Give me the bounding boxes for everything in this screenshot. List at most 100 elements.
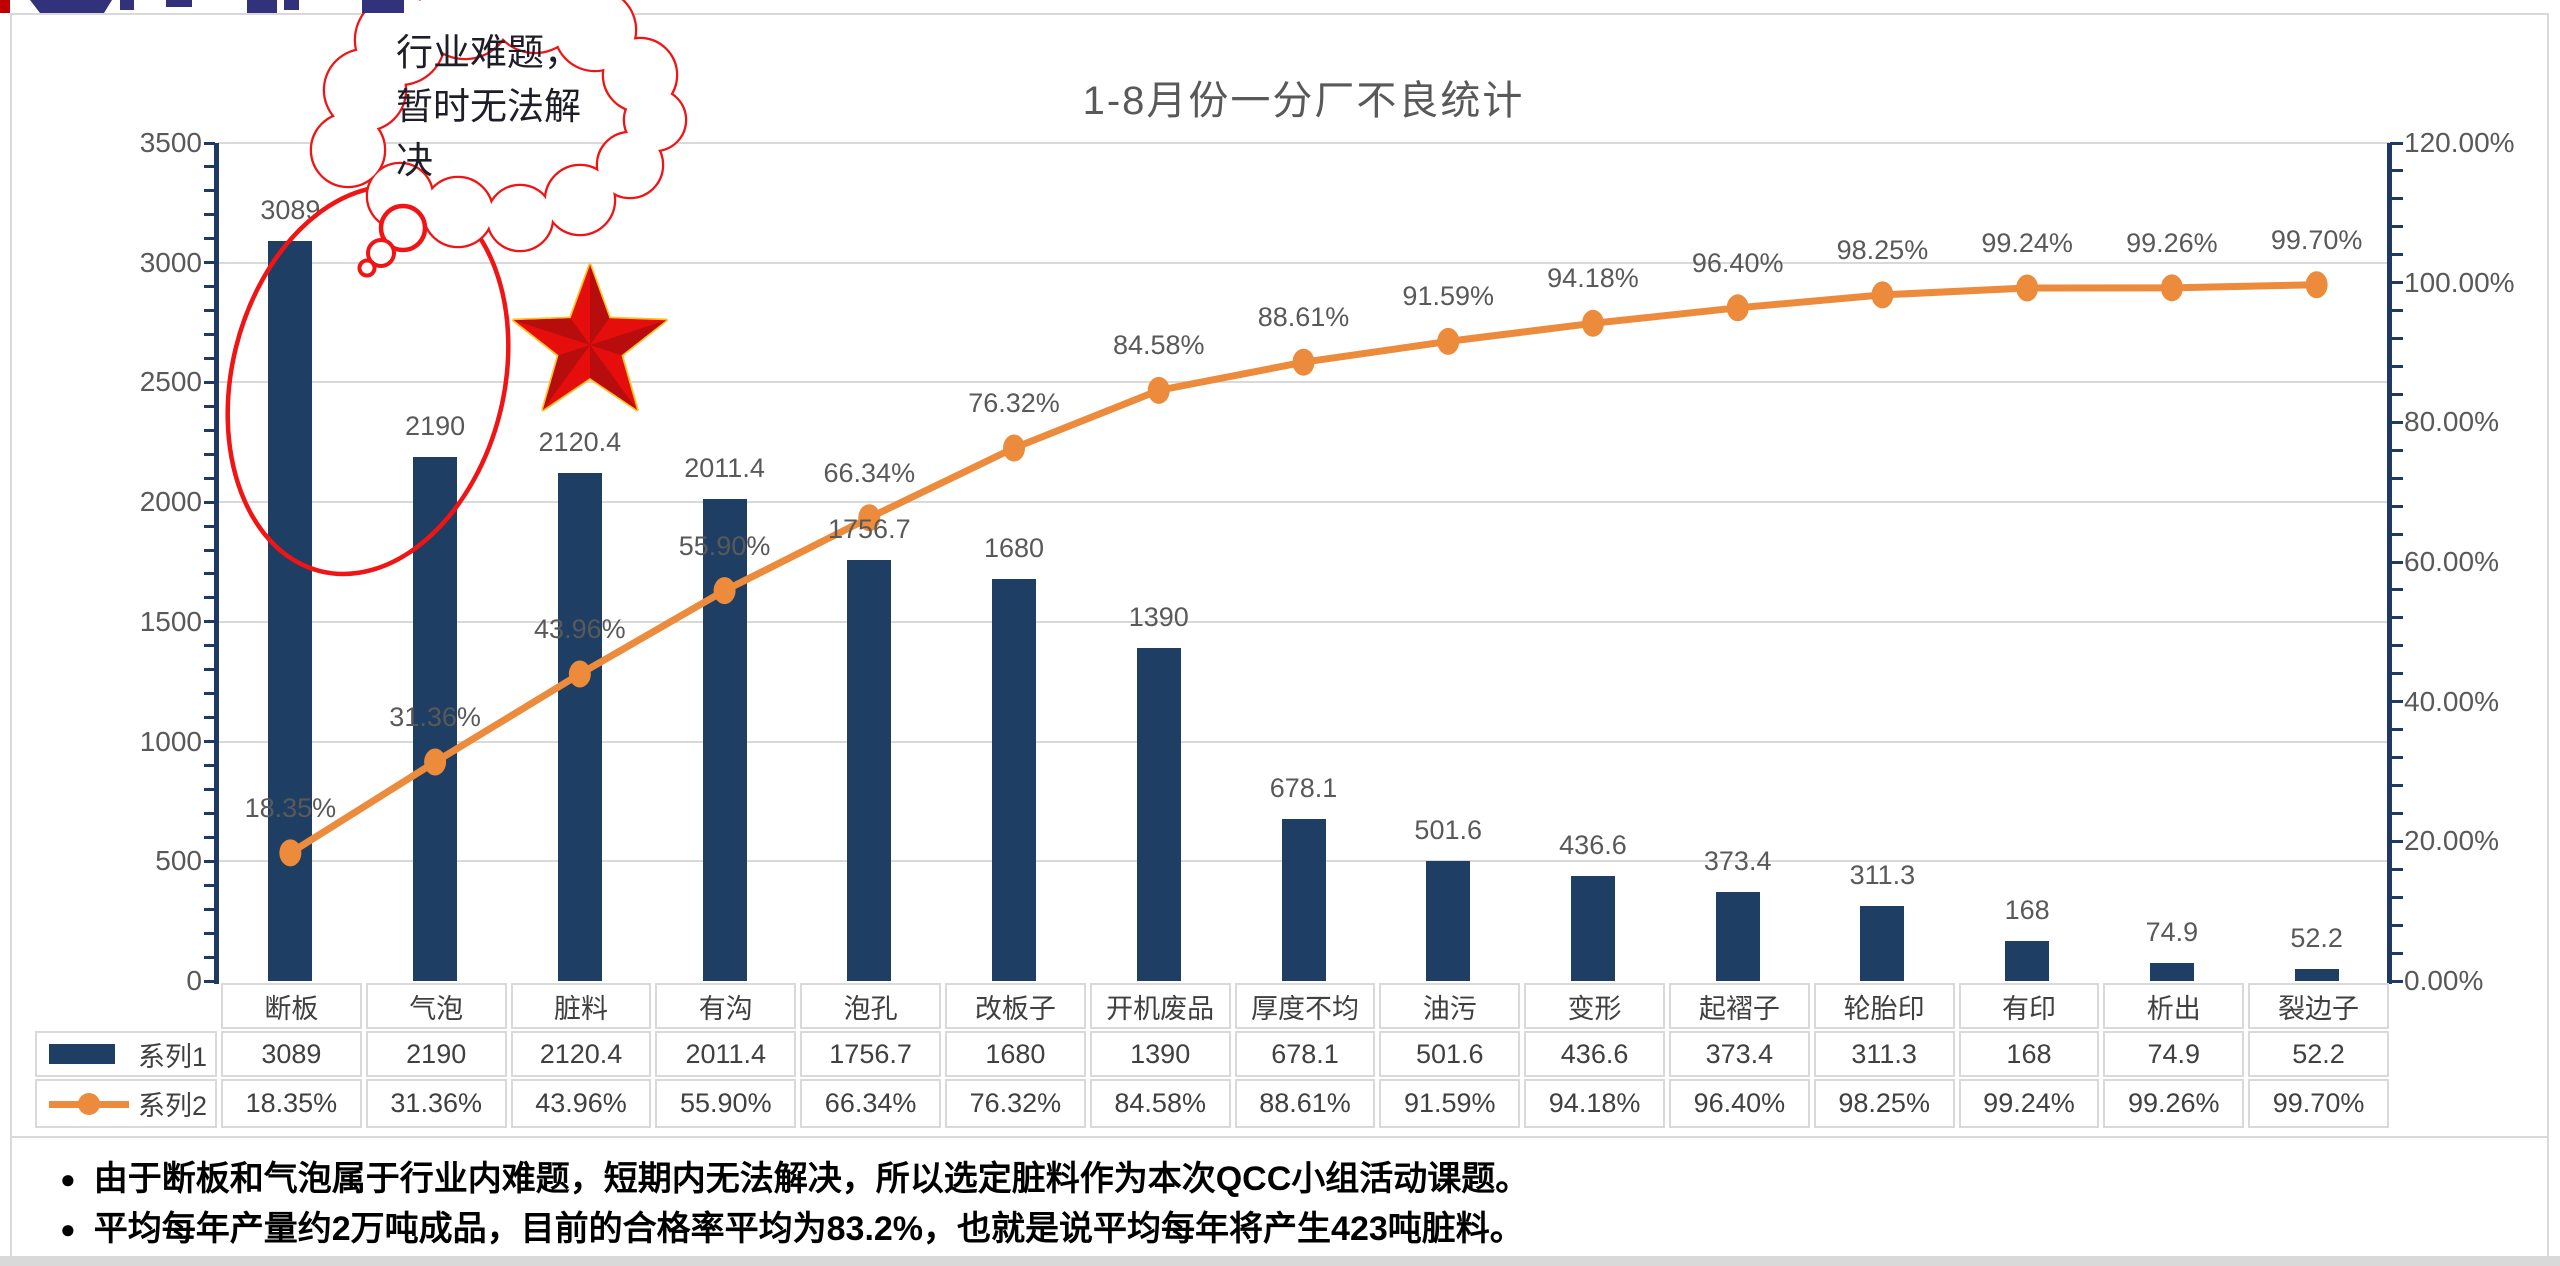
table-series2-row: 系列2 18.35% 31.36% 43.96% 55.90% 66.34% 76.32% 8… — [35, 1079, 2389, 1128]
bar — [2149, 963, 2194, 981]
bar-value-label: 678.1 — [1269, 772, 1338, 803]
left-axis-tick — [204, 548, 215, 552]
table-value-cell: 66.34% — [800, 1079, 941, 1128]
bar-value-label: 436.6 — [1559, 830, 1627, 861]
left-axis-tick — [204, 644, 215, 648]
table-category-cell: 泡孔 — [800, 983, 941, 1029]
notes-bullet-list: ● 由于断板和气泡属于行业内难题，短期内无法解决，所以选定脏料作为本次QCC小组活… — [60, 1155, 2510, 1255]
table-category-cell: 开机废品 — [1089, 983, 1231, 1029]
left-value-axis — [214, 143, 219, 984]
gridline — [218, 620, 2389, 623]
table-value-cell: 436.6 — [1524, 1031, 1665, 1077]
right-axis-tick — [2390, 253, 2403, 257]
left-axis-tick — [204, 237, 215, 241]
table-value-cell: 2120.4 — [510, 1031, 652, 1077]
table-category-cell: 轮胎印 — [1813, 983, 1955, 1029]
table-category-cell: 气泡 — [365, 983, 507, 1029]
table-value-cell: 678.1 — [1234, 1031, 1376, 1077]
table-category-cell: 厚度不均 — [1234, 983, 1376, 1029]
percent-label: 43.96% — [534, 614, 626, 644]
left-axis-tick — [204, 859, 215, 863]
left-axis-tick-label: 2000 — [139, 486, 202, 518]
gridline — [218, 740, 2389, 743]
left-axis-tick — [204, 309, 215, 313]
logo-fragment — [0, 0, 404, 13]
legend-series-label: 系列1 — [137, 1041, 207, 1072]
note-text: 由于断板和气泡属于行业内难题，短期内无法解决，所以选定脏料作为本次QCC小组活动… — [93, 1160, 1530, 1198]
table-value-cell: 18.35% — [221, 1079, 362, 1128]
left-axis-tick — [204, 213, 215, 217]
table-value-cell: 3089 — [221, 1031, 362, 1077]
legend-marker — [78, 1092, 100, 1115]
left-axis-tick — [204, 452, 215, 456]
left-axis-tick — [204, 883, 215, 887]
right-axis-tick — [2390, 923, 2403, 927]
bar-value-label: 2190 — [405, 410, 466, 441]
table-value-cell: 91.59% — [1379, 1079, 1521, 1128]
bar — [847, 560, 892, 981]
bottom-gray-strip — [0, 1256, 2560, 1266]
right-axis-tick — [2390, 811, 2403, 815]
table-value-cell: 1390 — [1089, 1031, 1231, 1077]
right-axis-tick-label: 120.00% — [2404, 127, 2515, 158]
percent-label: 55.90% — [678, 530, 771, 561]
bar — [1281, 818, 1326, 981]
left-axis-tick-label: 2500 — [139, 366, 202, 398]
left-axis-tick-label: 500 — [155, 845, 202, 877]
percent-label: 84.58% — [1112, 330, 1205, 361]
chart-title: 1-8月份一分厂不良统计 — [1082, 79, 1525, 123]
table-value-cell: 168 — [1958, 1031, 2100, 1077]
bar — [992, 578, 1037, 981]
right-axis-tick — [2390, 392, 2403, 396]
table-value-cell: 1756.7 — [800, 1031, 941, 1077]
right-axis-tick — [2390, 756, 2403, 760]
table-category-cell: 脏料 — [510, 983, 652, 1029]
right-axis-tick — [2390, 448, 2403, 452]
right-axis-tick — [2390, 979, 2403, 983]
table-value-cell: 99.70% — [2248, 1079, 2389, 1128]
table-value-cell: 88.61% — [1234, 1079, 1376, 1128]
bar-value-label: 168 — [2004, 894, 2050, 925]
left-axis-tick — [204, 811, 215, 815]
line-marker — [2160, 274, 2183, 302]
right-axis-tick-label: 60.00% — [2404, 546, 2499, 577]
bar-value-label: 311.3 — [1849, 860, 1916, 891]
line-marker — [568, 660, 591, 688]
table-value-cell: 2190 — [365, 1031, 507, 1077]
bar — [1136, 648, 1181, 981]
line-marker — [2305, 271, 2328, 299]
line-marker — [2016, 274, 2039, 302]
bullet-dot-icon: ● — [60, 1164, 76, 1194]
gridline — [218, 142, 2389, 144]
right-axis-tick — [2390, 225, 2403, 229]
left-axis-tick — [204, 404, 215, 408]
percent-label: 18.35% — [244, 792, 337, 823]
legend-cell: 系列2 — [35, 1079, 217, 1128]
line-marker — [1581, 309, 1604, 337]
bar-value-label: 1390 — [1128, 602, 1189, 633]
percent-label: 88.61% — [1257, 302, 1350, 333]
thought-cloud-annotation — [312, 0, 685, 278]
bar — [1715, 891, 1760, 981]
table-value-cell: 94.18% — [1524, 1079, 1665, 1128]
line-marker — [424, 748, 447, 776]
percent-label: 96.40% — [1691, 247, 1784, 278]
left-axis-tick — [204, 165, 215, 169]
notes-box — [10, 1136, 2549, 1258]
bar-value-label: 2011.4 — [684, 453, 765, 484]
right-axis-tick — [2390, 420, 2403, 424]
table-value-cell: 52.2 — [2248, 1031, 2389, 1077]
table-value-cell: 99.24% — [1958, 1079, 2100, 1128]
table-value-cell: 2011.4 — [655, 1031, 797, 1077]
left-axis-tick-label: 3500 — [139, 127, 202, 158]
cloud-tail-bubble — [366, 238, 396, 268]
left-axis-tick — [204, 740, 215, 744]
table-value-cell: 501.6 — [1379, 1031, 1521, 1077]
bar-value-label: 1680 — [983, 532, 1045, 563]
left-axis-tick-label: 0 — [186, 965, 202, 996]
line-marker — [713, 577, 736, 605]
right-axis-tick — [2390, 672, 2403, 676]
left-axis-tick — [204, 476, 215, 480]
series1-legend-swatch — [49, 1044, 115, 1064]
